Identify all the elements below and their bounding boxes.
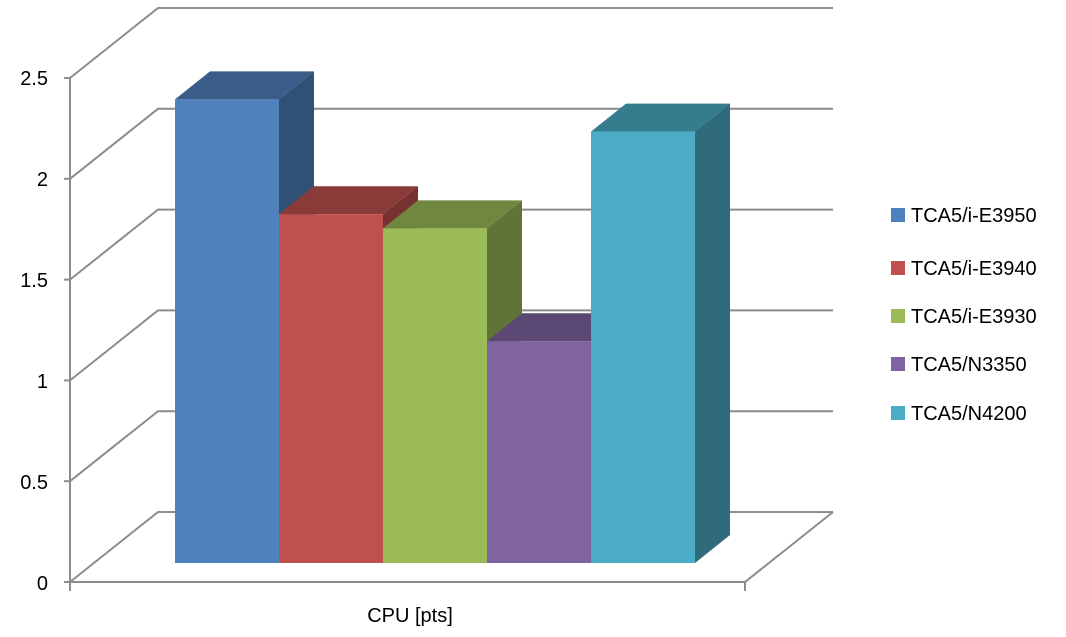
y-tick-label: 1.5	[20, 270, 48, 292]
bar	[487, 341, 591, 563]
bar	[279, 214, 383, 563]
legend-label: TCA5/N3350	[911, 354, 1027, 376]
bar-top	[383, 200, 522, 229]
y-tick-label: 2	[37, 169, 48, 191]
legend-swatch	[891, 357, 905, 371]
bar	[175, 99, 279, 563]
x-category-label: CPU [pts]	[367, 605, 453, 627]
y-tick-label: 1	[37, 371, 48, 393]
bar-top	[591, 103, 730, 132]
bar-side	[695, 103, 730, 564]
gridline	[69, 107, 833, 180]
legend-swatch	[891, 309, 905, 323]
legend-swatch	[891, 406, 905, 420]
bar-top	[279, 186, 418, 215]
axis-layer: 0 0.5 1 1.5 2 2.5 CPU [pts]	[20, 68, 453, 627]
legend-label: TCA5/N4200	[911, 403, 1027, 425]
legend: TCA5/i-E3950 TCA5/i-E3940 TCA5/i-E3930 T…	[891, 205, 1037, 425]
legend-label: TCA5/i-E3950	[911, 205, 1037, 227]
y-tick-label: 0	[37, 573, 48, 595]
y-tick-label: 0.5	[20, 472, 48, 494]
y-tick-label: 2.5	[20, 68, 48, 90]
bar-top	[175, 71, 314, 100]
legend-label: TCA5/i-E3940	[911, 258, 1037, 280]
legend-label: TCA5/i-E3930	[911, 306, 1037, 328]
bar	[591, 131, 695, 564]
legend-swatch	[891, 261, 905, 275]
bar-group	[591, 103, 730, 564]
bar	[383, 228, 487, 563]
gridline	[69, 7, 833, 79]
bars-layer	[175, 71, 730, 564]
grid-layer	[64, 7, 834, 591]
legend-swatch	[891, 208, 905, 222]
